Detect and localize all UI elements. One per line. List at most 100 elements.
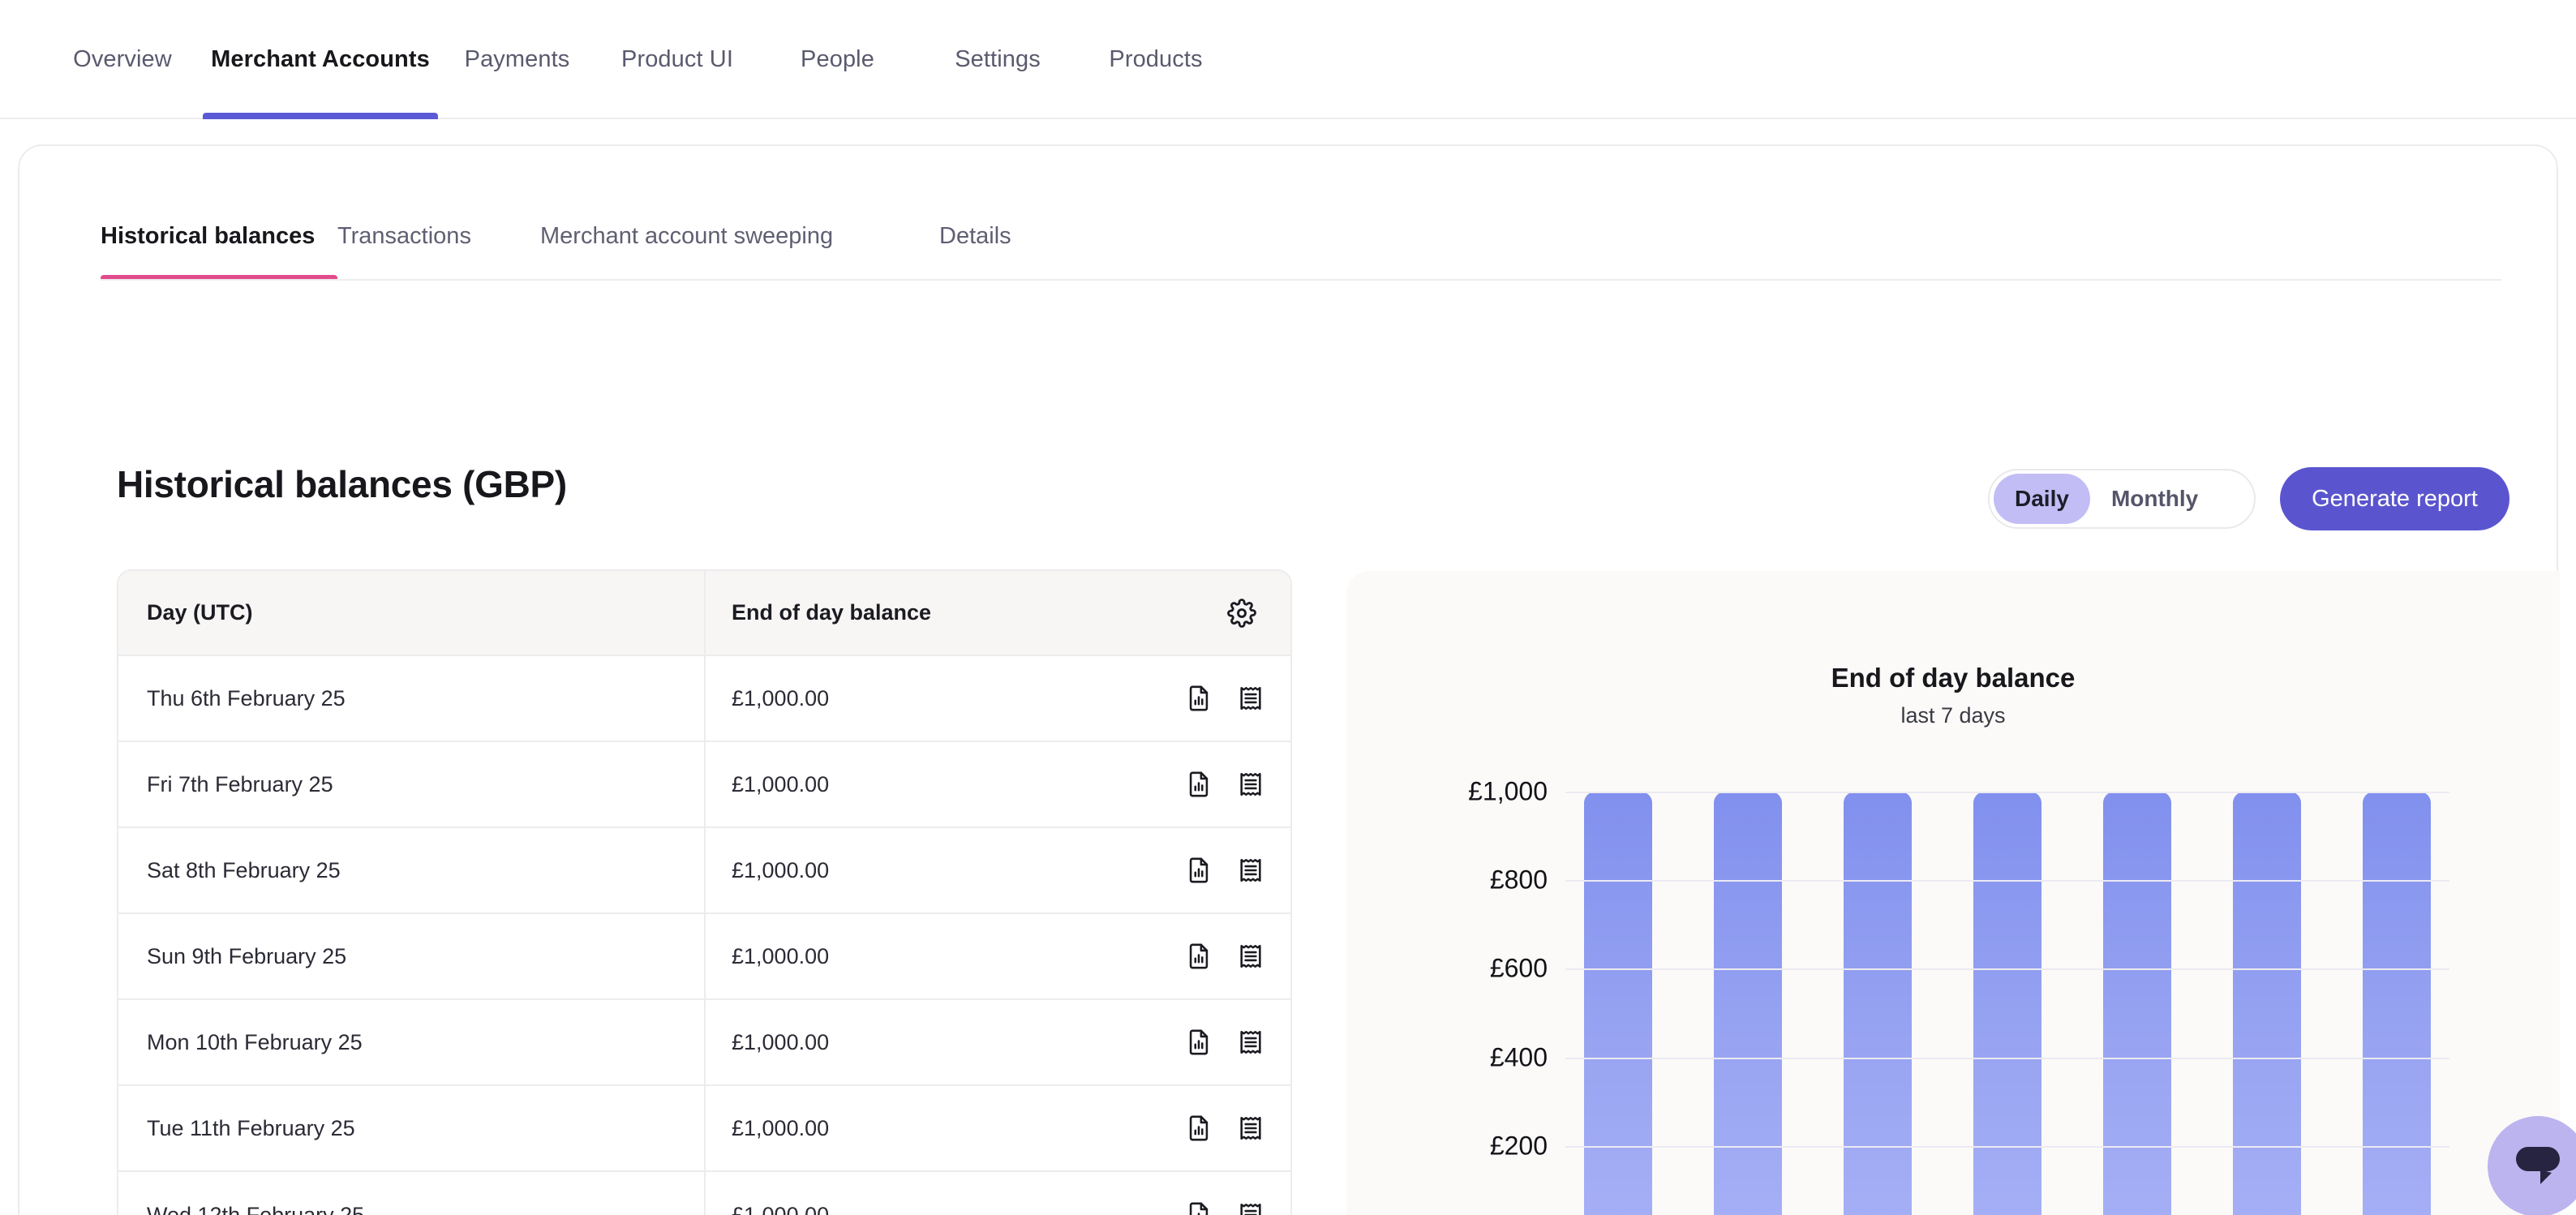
top-nav-item-merchant-accounts[interactable]: Merchant Accounts (203, 0, 438, 119)
cell-day: Mon 10th February 25 (118, 1000, 706, 1084)
chart-bar-wrapper (2214, 792, 2320, 1215)
column-header-balance: End of day balance (706, 571, 1290, 655)
chart-gridline (1565, 1057, 2449, 1059)
cell-day: Sun 9th February 25 (118, 914, 706, 998)
chart-bar-wrapper (1825, 792, 1930, 1215)
cell-balance: £1,000.00 (732, 1115, 830, 1140)
chart-y-tick-label: £400 (1489, 1042, 1548, 1072)
cell-day: Wed 12th February 25 (118, 1172, 706, 1215)
chart-bar[interactable] (1714, 792, 1782, 1215)
document-chart-icon[interactable] (1185, 771, 1213, 798)
top-nav-item-payments[interactable]: Payments (464, 46, 570, 72)
document-chart-icon[interactable] (1185, 1201, 1213, 1215)
top-nav-item-products[interactable]: Products (1109, 46, 1203, 72)
row-actions (1185, 1028, 1264, 1056)
table-row[interactable]: Tue 11th February 25 £1,000.00 (118, 1086, 1290, 1172)
receipt-icon[interactable] (1237, 942, 1264, 970)
generate-report-button[interactable]: Generate report (2280, 467, 2509, 530)
cell-balance: £1,000.00 (732, 943, 830, 968)
period-toggle[interactable]: Daily Monthly (1988, 469, 2256, 529)
chart-bar-wrapper (2344, 792, 2449, 1215)
chat-widget-button[interactable] (2488, 1116, 2576, 1215)
sub-tab-details[interactable]: Details (939, 222, 1011, 249)
table-body: Thu 6th February 25 £1,000.00 Fri 7th Febr… (118, 656, 1290, 1215)
cell-balance-container: £1,000.00 (706, 1086, 1290, 1170)
chart-bar-wrapper (2084, 792, 2190, 1215)
document-chart-icon[interactable] (1185, 685, 1213, 712)
cell-day: Sat 8th February 25 (118, 828, 706, 912)
table-row[interactable]: Sun 9th February 25 £1,000.00 (118, 914, 1290, 1000)
cell-day: Tue 11th February 25 (118, 1086, 706, 1170)
chart-bar[interactable] (2233, 792, 2301, 1215)
historical-balances-table: Day (UTC) End of day balance Thu 6th Feb… (117, 569, 1292, 1215)
sub-tabs-divider (101, 279, 2501, 281)
row-actions (1185, 942, 1264, 970)
gear-icon[interactable] (1227, 598, 1256, 628)
sub-tab-transactions[interactable]: Transactions (337, 222, 471, 249)
top-nav-item-settings[interactable]: Settings (955, 46, 1041, 72)
cell-balance: £1,000.00 (732, 685, 830, 711)
chart-gridline (1565, 968, 2449, 971)
receipt-icon[interactable] (1237, 685, 1264, 712)
receipt-icon[interactable] (1237, 857, 1264, 884)
content-card: Historical balances Transactions Merchant … (18, 144, 2560, 1215)
table-row[interactable]: Sat 8th February 25 £1,000.00 (118, 828, 1290, 914)
toggle-option-daily[interactable]: Daily (1994, 474, 2090, 524)
top-nav-item-product-ui[interactable]: Product UI (621, 46, 733, 72)
top-nav-item-people[interactable]: People (801, 46, 874, 72)
document-chart-icon[interactable] (1185, 1028, 1213, 1056)
receipt-icon[interactable] (1237, 1028, 1264, 1056)
chart-bar-wrapper (1565, 792, 1671, 1215)
column-header-balance-label: End of day balance (732, 600, 932, 625)
column-header-day: Day (UTC) (118, 571, 706, 655)
chart-subtitle: last 7 days (1900, 703, 2006, 728)
cell-balance: £1,000.00 (732, 1029, 830, 1054)
top-nav-items: Overview Merchant Accounts Payments Product… (42, 0, 1233, 119)
row-actions (1185, 685, 1264, 712)
chart-title: End of day balance (1831, 663, 2076, 693)
row-actions (1185, 771, 1264, 798)
sub-tab-historical-balances[interactable]: Historical balances (101, 191, 337, 281)
chart-bars (1565, 792, 2449, 1215)
chart-gridline (1565, 880, 2449, 882)
cell-balance-container: £1,000.00 (706, 1172, 1290, 1215)
table-row[interactable]: Mon 10th February 25 £1,000.00 (118, 1000, 1290, 1086)
document-chart-icon[interactable] (1185, 942, 1213, 970)
document-chart-icon[interactable] (1185, 1114, 1213, 1142)
sub-tabs: Historical balances Transactions Merchant … (101, 191, 1077, 281)
chart-bar[interactable] (1844, 792, 1912, 1215)
cell-balance: £1,000.00 (732, 1202, 830, 1215)
row-actions (1185, 1201, 1264, 1215)
chart-bar[interactable] (1584, 792, 1652, 1215)
table-header-row: Day (UTC) End of day balance (118, 571, 1290, 656)
chart-bar[interactable] (2363, 792, 2431, 1215)
receipt-icon[interactable] (1237, 771, 1264, 798)
receipt-icon[interactable] (1237, 1201, 1264, 1215)
chart-bar-wrapper (1955, 792, 2060, 1215)
page-title: Historical balances (GBP) (117, 463, 567, 505)
cell-day: Fri 7th February 25 (118, 742, 706, 826)
cell-balance: £1,000.00 (732, 857, 830, 882)
document-chart-icon[interactable] (1185, 857, 1213, 884)
table-row[interactable]: Wed 12th February 25 £1,000.00 (118, 1172, 1290, 1215)
chart-y-tick-label: £200 (1489, 1131, 1548, 1161)
chart-bar-wrapper (1695, 792, 1801, 1215)
sub-tab-merchant-account-sweeping[interactable]: Merchant account sweeping (540, 222, 834, 249)
chart-y-tick-label: £800 (1489, 865, 1548, 895)
chart-bar[interactable] (1973, 792, 2041, 1215)
table-row[interactable]: Fri 7th February 25 £1,000.00 (118, 742, 1290, 828)
top-nav-item-overview[interactable]: Overview (73, 46, 172, 72)
receipt-icon[interactable] (1237, 1114, 1264, 1142)
chart-gridline (1565, 1145, 2449, 1148)
toggle-option-monthly[interactable]: Monthly (2110, 486, 2199, 511)
chart-plot-area: £1,000£800£600£400£200£0 (1468, 777, 2449, 1215)
chart-bar[interactable] (2103, 792, 2171, 1215)
chart-panel: End of day balance last 7 days £1,000 £80… (1346, 571, 2560, 1215)
chart-gridline (1565, 792, 2449, 793)
cell-balance-container: £1,000.00 (706, 1000, 1290, 1084)
chart-y-tick-label: £1,000 (1468, 776, 1548, 806)
top-navigation: Overview Merchant Accounts Payments Product… (0, 0, 2576, 119)
cell-balance: £1,000.00 (732, 771, 830, 796)
table-row[interactable]: Thu 6th February 25 £1,000.00 (118, 656, 1290, 742)
